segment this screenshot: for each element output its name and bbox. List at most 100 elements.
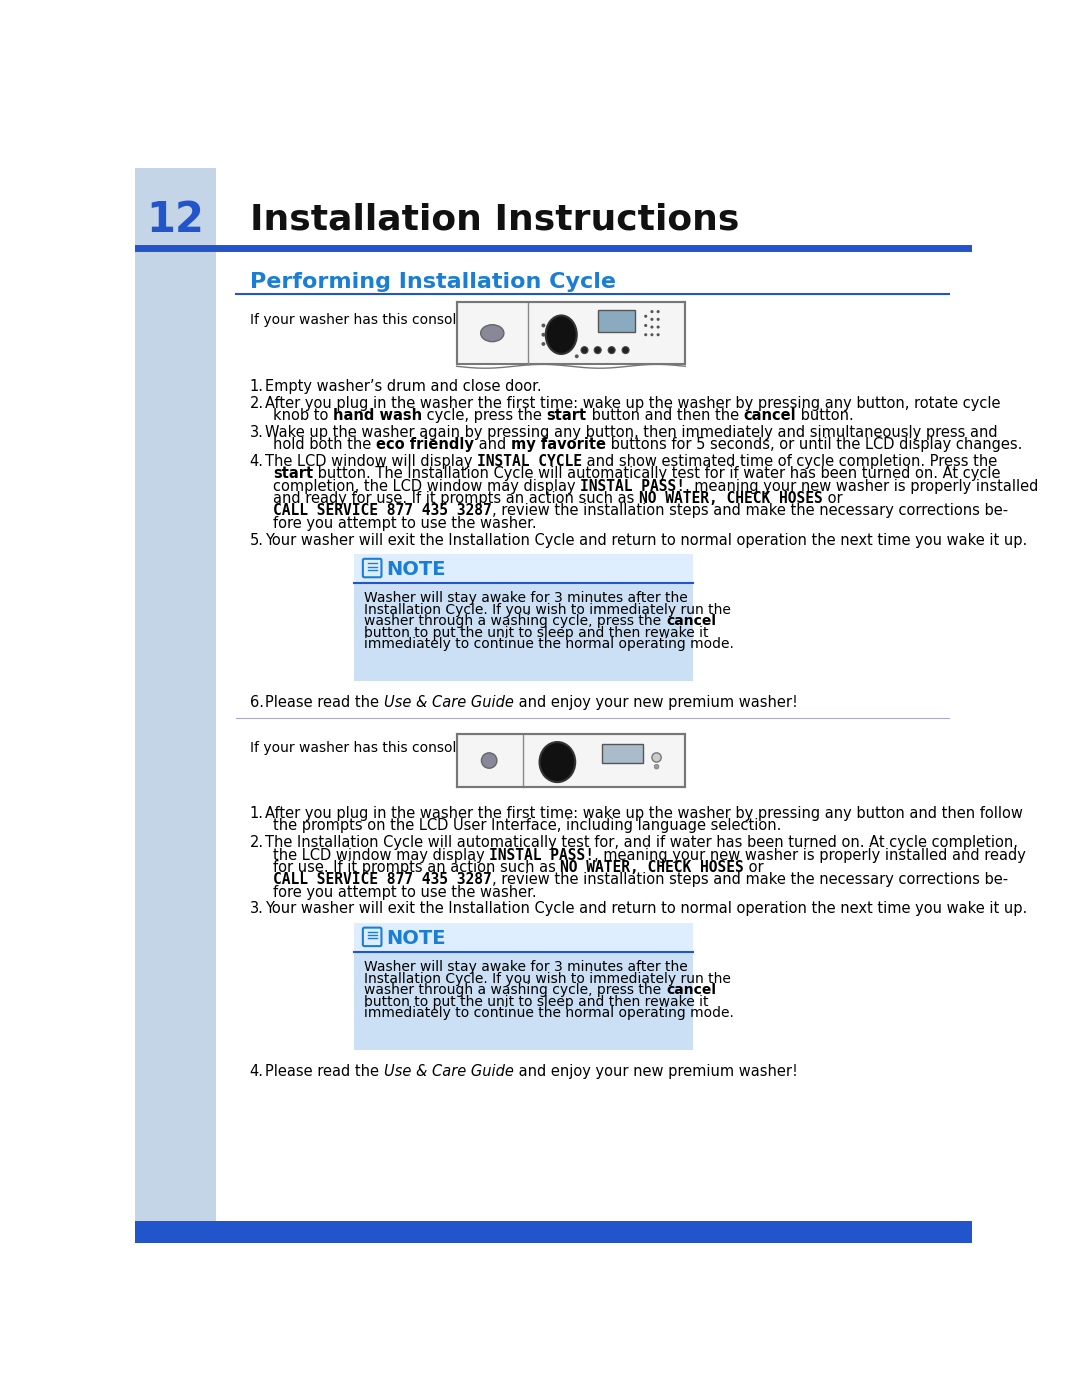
Text: cancel: cancel xyxy=(666,983,716,997)
Text: 4.: 4. xyxy=(249,1065,264,1078)
Text: for use. If it prompts an action such as: for use. If it prompts an action such as xyxy=(273,861,561,875)
Text: button and then the: button and then the xyxy=(586,408,743,423)
FancyBboxPatch shape xyxy=(603,745,643,763)
Circle shape xyxy=(608,346,616,353)
Text: 3.: 3. xyxy=(249,425,264,440)
Text: hand wash: hand wash xyxy=(333,408,422,423)
Text: Your washer will exit the Installation Cycle and return to normal operation the : Your washer will exit the Installation C… xyxy=(266,532,1027,548)
Text: cycle, press the: cycle, press the xyxy=(422,408,546,423)
Text: 2.: 2. xyxy=(249,395,264,411)
Circle shape xyxy=(650,326,653,328)
Text: immediately to continue the normal operating mode.: immediately to continue the normal opera… xyxy=(364,1006,734,1020)
Circle shape xyxy=(594,346,602,353)
Text: hold both the: hold both the xyxy=(273,437,376,453)
Text: 1.: 1. xyxy=(249,806,264,821)
Text: button to put the unit to sleep and then rewake it: button to put the unit to sleep and then… xyxy=(364,626,708,640)
Text: washer through a washing cycle, press the: washer through a washing cycle, press th… xyxy=(364,615,666,629)
Text: Installation Cycle. If you wish to immediately run the: Installation Cycle. If you wish to immed… xyxy=(364,602,731,616)
FancyBboxPatch shape xyxy=(457,302,685,365)
Text: INSTAL PASS!: INSTAL PASS! xyxy=(580,479,685,493)
Text: or: or xyxy=(823,490,842,506)
Circle shape xyxy=(644,334,647,337)
Text: button to put the unit to sleep and then rewake it: button to put the unit to sleep and then… xyxy=(364,995,708,1009)
Text: and ready for use. If it prompts an action such as: and ready for use. If it prompts an acti… xyxy=(273,490,639,506)
Text: cancel: cancel xyxy=(743,408,796,423)
Text: The Installation Cycle will automatically test for, and if water has been turned: The Installation Cycle will automaticall… xyxy=(266,835,1018,851)
Text: Installation Cycle. If you wish to immediately run the: Installation Cycle. If you wish to immed… xyxy=(364,971,731,985)
Text: 4.: 4. xyxy=(249,454,264,469)
Circle shape xyxy=(650,317,653,321)
Text: immediately to continue the normal operating mode.: immediately to continue the normal opera… xyxy=(364,637,734,651)
Text: 5.: 5. xyxy=(249,532,264,548)
Text: After you plug in the washer the first time: wake up the washer by pressing any : After you plug in the washer the first t… xyxy=(266,395,1001,411)
Circle shape xyxy=(650,310,653,313)
Text: Use & Care Guide: Use & Care Guide xyxy=(383,1065,514,1078)
FancyBboxPatch shape xyxy=(457,733,685,788)
Text: Wake up the washer again by pressing any button, then immediately and simultaneo: Wake up the washer again by pressing any… xyxy=(266,425,998,440)
Text: or: or xyxy=(744,861,764,875)
Text: 2.: 2. xyxy=(249,835,264,851)
Text: eco friendly: eco friendly xyxy=(376,437,474,453)
Circle shape xyxy=(541,342,545,346)
Circle shape xyxy=(654,764,659,768)
Text: Washer will stay awake for 3 minutes after the: Washer will stay awake for 3 minutes aft… xyxy=(364,591,688,605)
Text: completion, the LCD window may display: completion, the LCD window may display xyxy=(273,479,580,493)
FancyBboxPatch shape xyxy=(135,1221,972,1243)
Text: and enjoy your new premium washer!: and enjoy your new premium washer! xyxy=(514,1065,797,1078)
Text: Use & Care Guide: Use & Care Guide xyxy=(383,696,514,710)
Text: Installation Instructions: Installation Instructions xyxy=(249,203,739,237)
Text: Please read the: Please read the xyxy=(266,696,383,710)
Ellipse shape xyxy=(545,316,577,353)
Text: the LCD window may display: the LCD window may display xyxy=(273,848,489,862)
Circle shape xyxy=(657,310,660,313)
Circle shape xyxy=(657,326,660,328)
FancyBboxPatch shape xyxy=(597,310,635,331)
Circle shape xyxy=(657,317,660,321)
Text: and enjoy your new premium washer!: and enjoy your new premium washer! xyxy=(514,696,797,710)
Circle shape xyxy=(644,314,647,317)
Circle shape xyxy=(652,753,661,763)
Text: NO WATER, CHECK HOSES: NO WATER, CHECK HOSES xyxy=(561,861,744,875)
Text: Washer will stay awake for 3 minutes after the: Washer will stay awake for 3 minutes aft… xyxy=(364,960,688,974)
Text: the prompts on the LCD User Interface, including language selection.: the prompts on the LCD User Interface, i… xyxy=(273,819,781,833)
Text: Your washer will exit the Installation Cycle and return to normal operation the : Your washer will exit the Installation C… xyxy=(266,901,1027,916)
Text: CALL SERVICE 877 435 3287: CALL SERVICE 877 435 3287 xyxy=(273,503,491,518)
FancyBboxPatch shape xyxy=(353,555,693,682)
Text: If your washer has this console:: If your washer has this console: xyxy=(249,742,469,756)
Circle shape xyxy=(657,334,660,337)
Text: , meaning your new washer is properly installed and ready: , meaning your new washer is properly in… xyxy=(594,848,1026,862)
FancyBboxPatch shape xyxy=(135,168,216,1243)
Circle shape xyxy=(541,324,545,327)
Text: 12: 12 xyxy=(147,198,204,242)
Text: Empty washer’s drum and close door.: Empty washer’s drum and close door. xyxy=(266,379,542,394)
Text: fore you attempt to use the washer.: fore you attempt to use the washer. xyxy=(273,515,537,531)
Text: NOTE: NOTE xyxy=(387,929,446,949)
Text: 6.: 6. xyxy=(249,696,264,710)
FancyBboxPatch shape xyxy=(353,923,693,1051)
Text: and show estimated time of cycle completion. Press the: and show estimated time of cycle complet… xyxy=(582,454,998,469)
Text: NOTE: NOTE xyxy=(387,560,446,580)
Ellipse shape xyxy=(540,742,576,782)
Ellipse shape xyxy=(481,324,504,342)
Text: cancel: cancel xyxy=(666,615,716,629)
Text: , review the installation steps and make the necessary corrections be-: , review the installation steps and make… xyxy=(491,872,1008,887)
Text: start: start xyxy=(546,408,586,423)
Text: The LCD window will display: The LCD window will display xyxy=(266,454,477,469)
Text: INSTAL PASS!: INSTAL PASS! xyxy=(489,848,594,862)
Text: , review the installation steps and make the necessary corrections be-: , review the installation steps and make… xyxy=(491,503,1008,518)
Text: and: and xyxy=(474,437,511,453)
FancyBboxPatch shape xyxy=(353,923,693,953)
Circle shape xyxy=(644,324,647,327)
Text: button.: button. xyxy=(796,408,854,423)
Text: 3.: 3. xyxy=(249,901,264,916)
Text: 1.: 1. xyxy=(249,379,264,394)
Circle shape xyxy=(622,346,629,353)
Text: knob to: knob to xyxy=(273,408,333,423)
Circle shape xyxy=(482,753,497,768)
Text: button. The Installation Cycle will automatically test for if water has been tur: button. The Installation Cycle will auto… xyxy=(313,467,1000,482)
Text: INSTAL CYCLE: INSTAL CYCLE xyxy=(477,454,582,469)
FancyBboxPatch shape xyxy=(353,555,693,584)
Circle shape xyxy=(581,346,588,353)
Text: NO WATER, CHECK HOSES: NO WATER, CHECK HOSES xyxy=(639,490,823,506)
Text: CALL SERVICE 877 435 3287: CALL SERVICE 877 435 3287 xyxy=(273,872,491,887)
